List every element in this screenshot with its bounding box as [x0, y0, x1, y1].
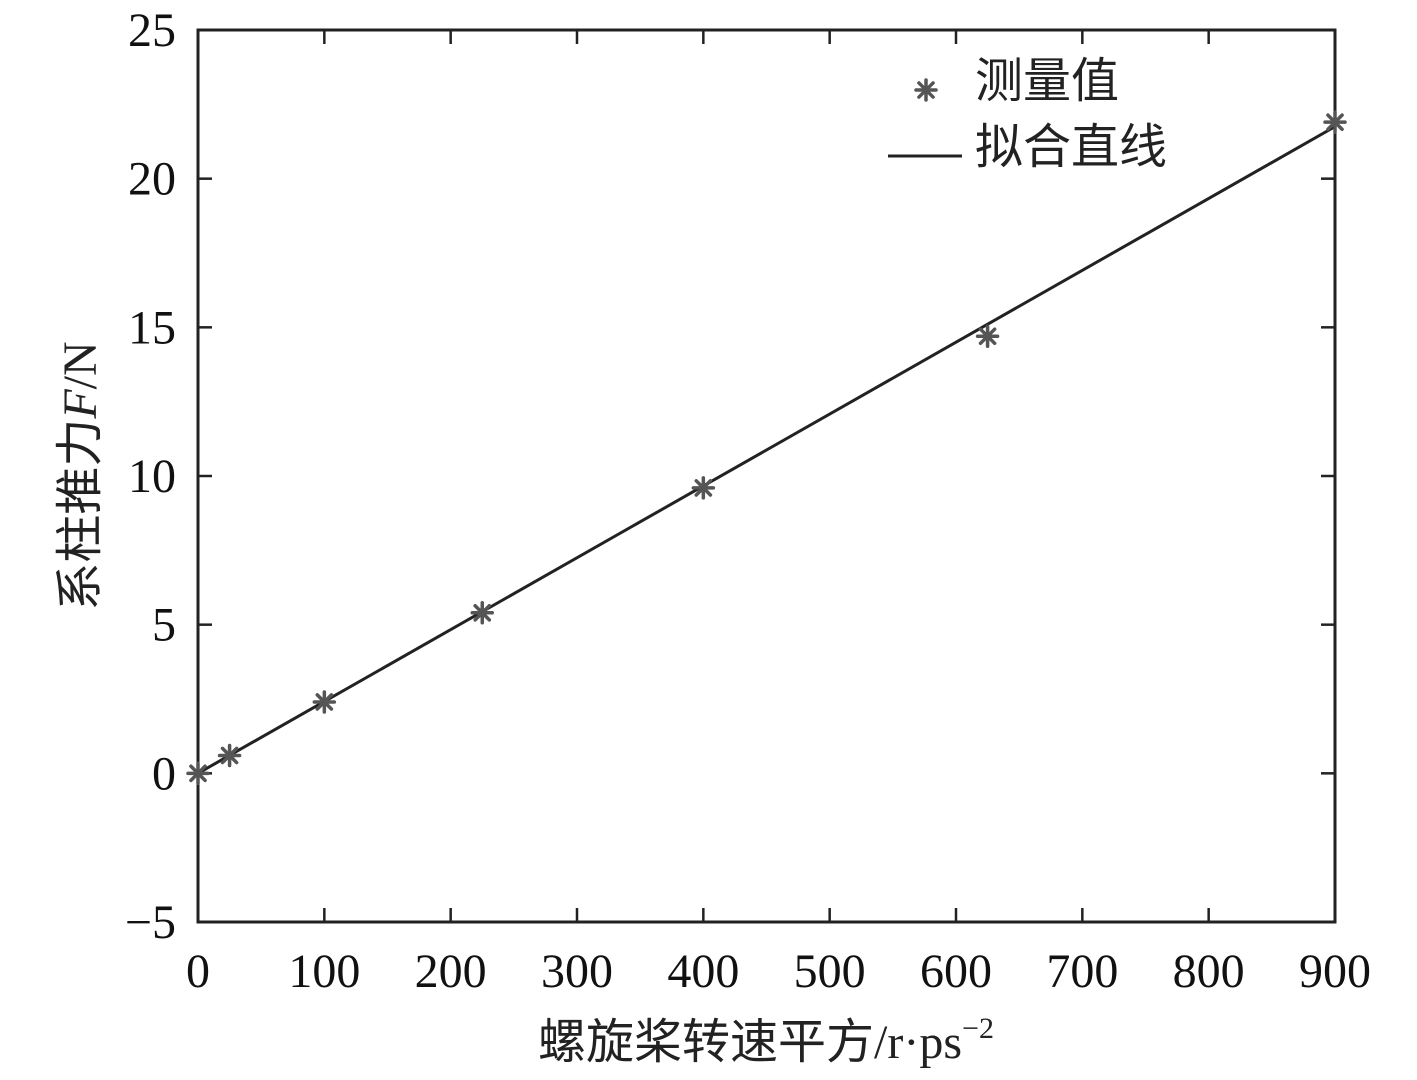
y-axis-label-variable: F	[54, 389, 107, 420]
fit-line	[197, 125, 1336, 775]
x-tick-label: 500	[794, 945, 866, 998]
y-tick-label: 25	[128, 4, 176, 57]
x-axis-label: 螺旋桨转速平方/r·ps−2	[538, 1012, 994, 1069]
x-tick-label: 700	[1046, 945, 1118, 998]
x-tick-label: 800	[1173, 945, 1245, 998]
ticks	[196, 28, 1337, 924]
legend-label-fit: 拟合直线	[975, 121, 1167, 174]
data-point	[217, 743, 242, 768]
y-tick-label: 15	[128, 301, 176, 354]
data-point	[1323, 110, 1347, 134]
x-tick-label: 0	[186, 945, 210, 998]
data-point	[470, 601, 494, 625]
x-axis-label-text: 螺旋桨转速平方/r·ps	[538, 1016, 962, 1069]
y-tick-label: 5	[152, 599, 176, 652]
legend: 测量值 拟合直线	[888, 55, 1167, 174]
x-tick-labels: 0 100 200 300 400 500 600 700 800 900	[186, 945, 1371, 998]
x-tick-label: 600	[920, 945, 992, 998]
y-axis-label: 系柱推力F/N	[54, 341, 107, 610]
x-tick-label: 900	[1299, 945, 1371, 998]
x-tick-label: 200	[415, 945, 487, 998]
data-point	[691, 476, 716, 500]
x-tick-label: 100	[288, 945, 360, 998]
y-axis-label-prefix: 系柱推力	[54, 419, 107, 611]
legend-marker-measured	[914, 78, 938, 102]
y-axis-label-unit: /N	[54, 341, 107, 389]
y-tick-labels: −5 0 5 10 15 20 25	[125, 4, 176, 949]
legend-label-measured: 测量值	[975, 55, 1119, 108]
series-layer	[186, 110, 1347, 786]
x-tick-label: 300	[541, 945, 613, 998]
data-point	[312, 690, 337, 714]
data-point	[975, 324, 1000, 349]
point-marker	[914, 78, 938, 102]
data-point	[186, 761, 210, 786]
x-axis-label-superscript: −2	[962, 1012, 994, 1045]
y-tick-label: 10	[128, 450, 176, 503]
y-tick-label: −5	[125, 896, 176, 949]
x-tick-label: 400	[667, 945, 739, 998]
y-tick-label: 20	[128, 153, 176, 206]
y-tick-label: 0	[152, 747, 176, 800]
